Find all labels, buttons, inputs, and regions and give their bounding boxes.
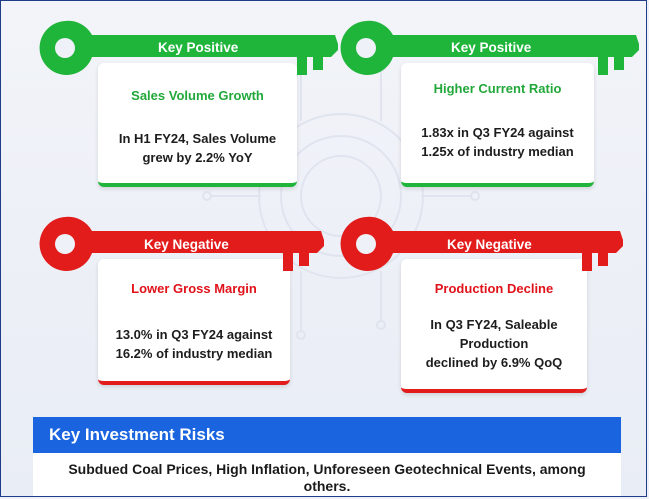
key-positive-tag-1: Key Positive	[35, 19, 339, 77]
card-body-line: In H1 FY24, Sales Volume	[118, 131, 277, 146]
key-investment-risks-header: Key Investment Risks	[33, 417, 621, 453]
card-heading: Production Decline	[434, 281, 554, 296]
card-heading: Sales Volume Growth	[131, 88, 264, 103]
key-positive-card-1: Sales Volume Growth In H1 FY24, Sales Vo…	[98, 63, 297, 187]
key-investment-risks-body: Subdued Coal Prices, High Inflation, Unf…	[33, 453, 621, 496]
key-icon	[340, 20, 639, 75]
card-body: 1.83x in Q3 FY24 against 1.25x of indust…	[401, 123, 594, 161]
risks-text-line: Subdued Coal Prices, High Inflation, Unf…	[68, 461, 586, 477]
key-negative-tag-1: Key Negative	[35, 215, 325, 273]
key-negative-card-1: Lower Gross Margin 13.0% in Q3 FY24 agai…	[98, 259, 290, 385]
card-body-line: grew by 2.2% YoY	[142, 150, 253, 165]
card-body-line: In Q3 FY24, Saleable	[430, 317, 558, 332]
risks-title: Key Investment Risks	[49, 425, 225, 444]
key-icon	[39, 216, 325, 271]
key-positive-tag-2: Key Positive	[336, 19, 640, 77]
card-body-line: 1.25x of industry median	[421, 144, 574, 159]
key-positive-card-2: Higher Current Ratio 1.83x in Q3 FY24 ag…	[401, 63, 594, 187]
key-tag-label: Key Positive	[158, 40, 239, 55]
card-body-line: Production	[459, 336, 529, 351]
risks-text-line: others.	[303, 478, 351, 494]
key-tag-label: Key Positive	[451, 40, 532, 55]
key-negative-tag-2: Key Negative	[336, 215, 624, 273]
card-body: In H1 FY24, Sales Volume grew by 2.2% Yo…	[98, 129, 297, 167]
card-body: 13.0% in Q3 FY24 against 16.2% of indust…	[98, 325, 290, 363]
card-body-line: 13.0% in Q3 FY24 against	[115, 327, 273, 342]
key-icon	[340, 216, 623, 271]
key-icon	[39, 20, 339, 75]
card-body: In Q3 FY24, Saleable Production declined…	[401, 315, 587, 372]
key-tag-label: Key Negative	[447, 237, 532, 252]
card-heading: Higher Current Ratio	[433, 81, 562, 96]
card-body-line: declined by 6.9% QoQ	[425, 355, 563, 370]
card-body-line: 16.2% of industry median	[115, 346, 273, 361]
key-negative-card-2: Production Decline In Q3 FY24, Saleable …	[401, 259, 587, 393]
card-heading: Lower Gross Margin	[131, 281, 257, 296]
key-tag-label: Key Negative	[144, 237, 229, 252]
card-body-line: 1.83x in Q3 FY24 against	[421, 125, 574, 140]
